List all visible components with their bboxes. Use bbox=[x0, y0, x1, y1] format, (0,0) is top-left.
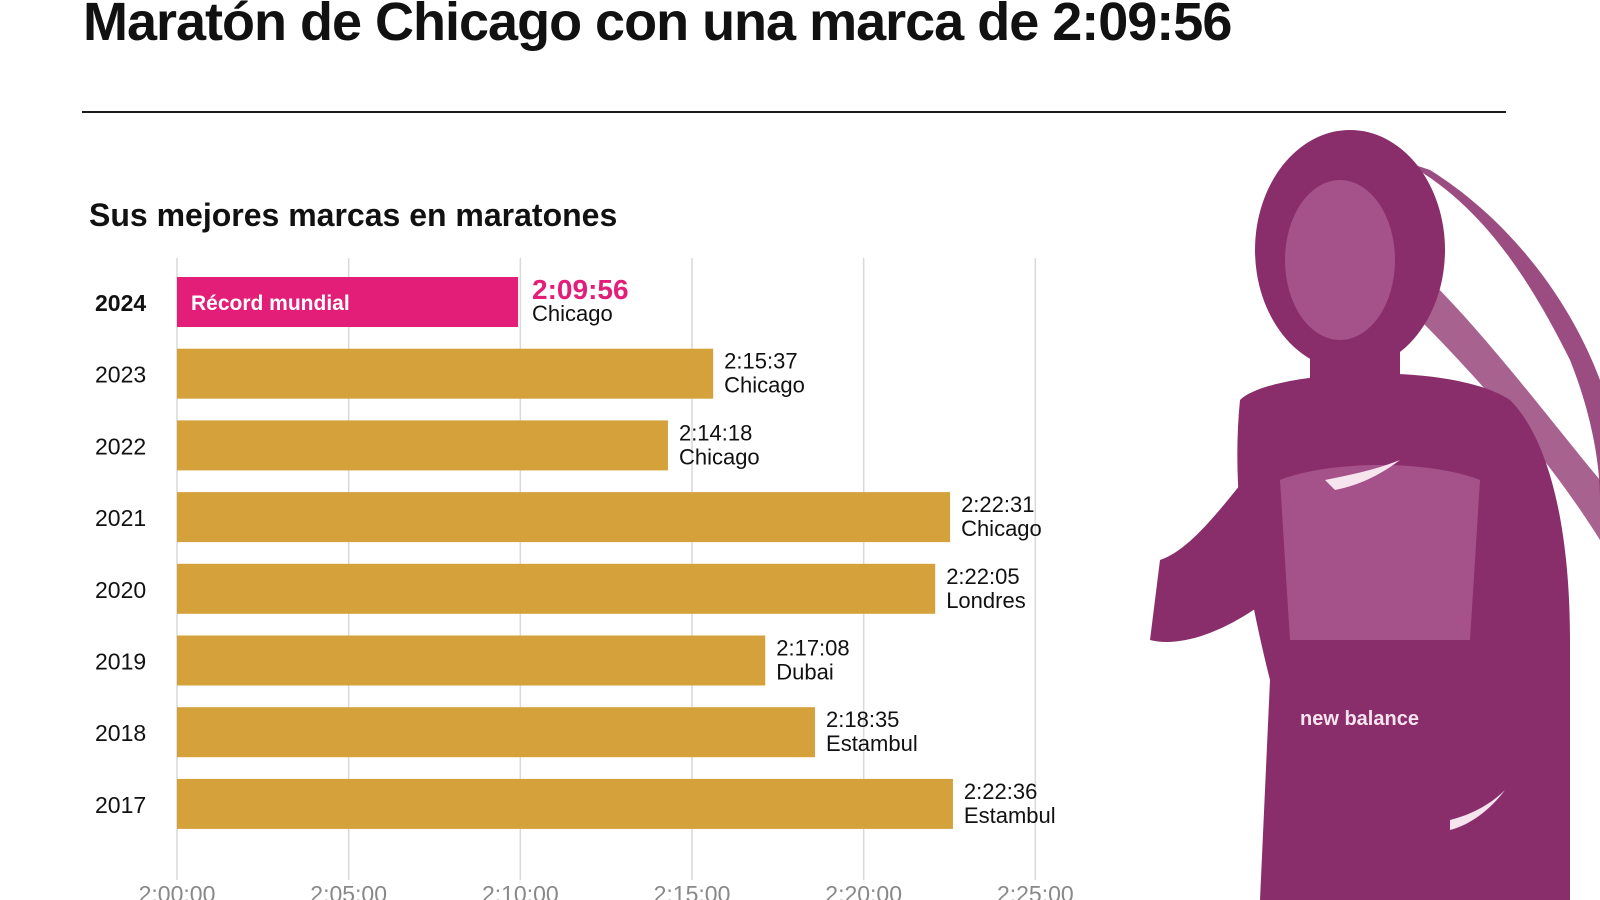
x-tick-label: 2:20:00 bbox=[825, 881, 902, 900]
bar-2019 bbox=[177, 635, 766, 686]
city-label: Londres bbox=[946, 588, 1026, 613]
city-label: Estambul bbox=[964, 803, 1056, 828]
brand-mark: new balance bbox=[1300, 708, 1419, 730]
time-label: 2:22:36 bbox=[964, 779, 1037, 804]
city-label: Chicago bbox=[961, 516, 1042, 541]
time-label: 2:22:05 bbox=[946, 564, 1019, 589]
bar-2018 bbox=[177, 707, 816, 758]
bar-2023 bbox=[177, 348, 714, 399]
city-label: Dubai bbox=[776, 660, 833, 685]
time-label: 2:17:08 bbox=[776, 636, 849, 661]
page-title: Maratón de Chicago con una marca de 2:09… bbox=[83, 0, 1232, 52]
year-label: 2023 bbox=[95, 362, 146, 388]
bar-2022 bbox=[177, 420, 668, 471]
year-label: 2017 bbox=[95, 792, 146, 818]
bar-2021 bbox=[177, 492, 951, 543]
x-tick-label: 2:25:00 bbox=[997, 881, 1074, 900]
year-label: 2020 bbox=[95, 577, 146, 603]
title-divider bbox=[82, 111, 1506, 113]
runner-photo: new balance bbox=[1150, 130, 1600, 900]
bar-2020 bbox=[177, 563, 936, 614]
city-label: Chicago bbox=[679, 444, 760, 469]
year-label: 2022 bbox=[95, 433, 146, 459]
record-annotation: Récord mundial bbox=[191, 292, 350, 315]
time-label: 2:22:31 bbox=[961, 492, 1034, 517]
x-tick-label: 2:05:00 bbox=[310, 881, 387, 900]
year-label: 2024 bbox=[95, 290, 146, 316]
city-label: Chicago bbox=[532, 301, 613, 326]
time-label: 2:14:18 bbox=[679, 420, 752, 445]
time-label: 2:09:56 bbox=[532, 274, 629, 305]
time-label: 2:15:37 bbox=[724, 349, 797, 374]
year-label: 2019 bbox=[95, 649, 146, 675]
year-label: 2018 bbox=[95, 720, 146, 746]
x-tick-label: 2:15:00 bbox=[654, 881, 731, 900]
bar-2017 bbox=[177, 778, 953, 829]
city-label: Estambul bbox=[826, 731, 918, 756]
time-label: 2:18:35 bbox=[826, 707, 899, 732]
chart-title: Sus mejores marcas en maratones bbox=[89, 197, 618, 233]
city-label: Chicago bbox=[724, 373, 805, 398]
bar-2024 bbox=[177, 277, 519, 327]
x-tick-label: 2:00:00 bbox=[139, 881, 216, 900]
year-label: 2021 bbox=[95, 505, 146, 531]
x-tick-label: 2:10:00 bbox=[482, 881, 559, 900]
